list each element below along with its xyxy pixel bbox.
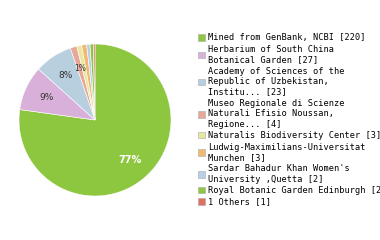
Wedge shape (70, 46, 95, 120)
Text: 9%: 9% (40, 93, 54, 102)
Text: 77%: 77% (118, 155, 142, 165)
Wedge shape (20, 69, 95, 120)
Wedge shape (82, 44, 95, 120)
Wedge shape (93, 44, 95, 120)
Legend: Mined from GenBank, NCBI [220], Herbarium of South China
Botanical Garden [27], : Mined from GenBank, NCBI [220], Herbariu… (198, 33, 380, 207)
Wedge shape (87, 44, 95, 120)
Wedge shape (19, 44, 171, 196)
Wedge shape (38, 48, 95, 120)
Wedge shape (77, 45, 95, 120)
Text: 1%: 1% (74, 65, 86, 73)
Wedge shape (90, 44, 95, 120)
Text: 8%: 8% (59, 71, 73, 80)
